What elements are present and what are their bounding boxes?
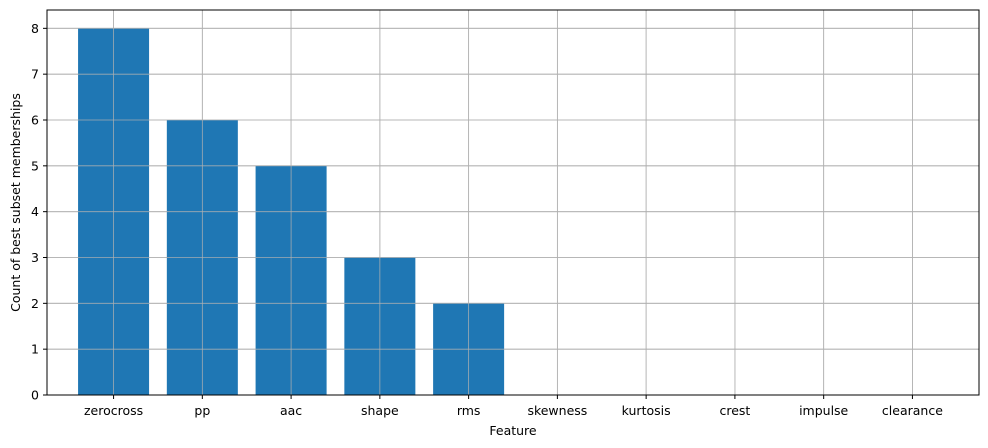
y-axis-label: Count of best subset memberships [8, 93, 23, 312]
x-tick-label: shape [361, 403, 399, 418]
x-tick-label: crest [719, 403, 750, 418]
x-tick-label: kurtosis [622, 403, 671, 418]
y-tick-label: 6 [31, 113, 39, 128]
y-tick-label: 7 [31, 67, 39, 82]
x-tick-label: pp [194, 403, 210, 418]
y-tick-label: 2 [31, 296, 39, 311]
y-tick-label: 1 [31, 342, 39, 357]
y-tick-label: 4 [31, 204, 39, 219]
x-tick-label: skewness [527, 403, 587, 418]
y-tick-label: 0 [31, 388, 39, 403]
y-tick-label: 3 [31, 250, 39, 265]
x-tick-label: clearance [882, 403, 943, 418]
x-axis-ticks: zerocross pp aac shape rms skewness kurtosis cr… [84, 395, 943, 418]
y-axis-ticks: 0 1 2 3 4 5 6 7 8 [31, 21, 47, 403]
y-tick-label: 5 [31, 158, 39, 173]
plot-frame [46, 9, 980, 396]
x-tick-label: zerocross [84, 403, 143, 418]
y-tick-label: 8 [31, 21, 39, 36]
x-axis-label: Feature [489, 423, 537, 438]
x-tick-label: impulse [799, 403, 848, 418]
x-tick-label: rms [457, 403, 481, 418]
grid-lines-overlay [47, 10, 979, 396]
x-tick-label: aac [280, 403, 302, 418]
